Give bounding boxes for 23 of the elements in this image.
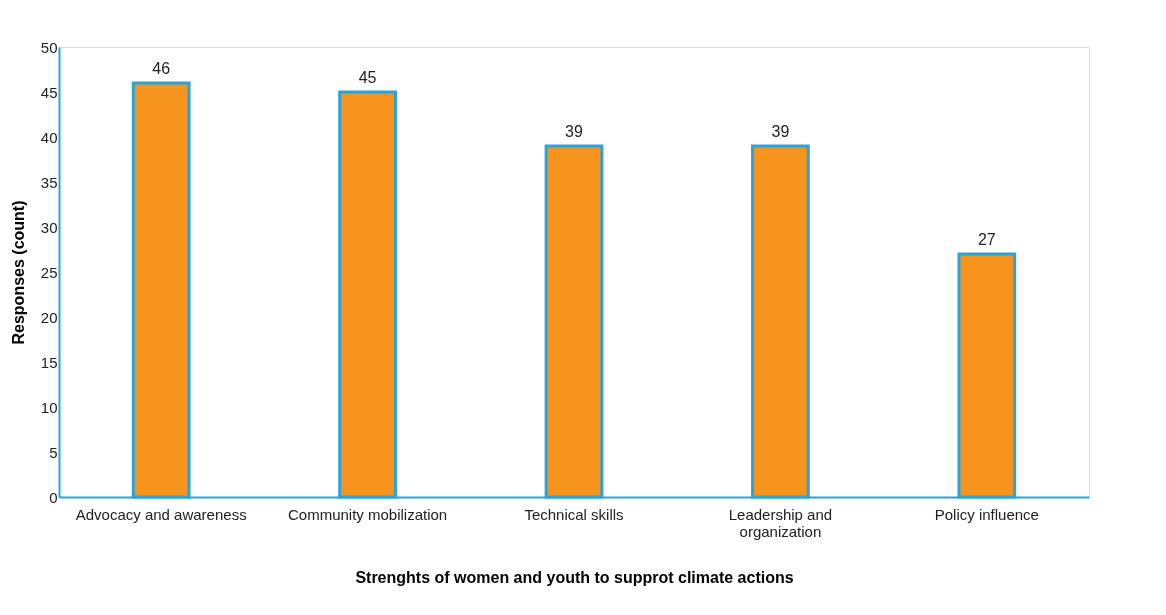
y-tick-label: 0 [49, 488, 58, 506]
x-tick-label: Leadership and organization [728, 505, 833, 540]
x-tick-label: Technical skills [524, 505, 624, 523]
x-axis-title: Strenghts of women and youth to supprot climate actions [355, 568, 794, 586]
y-axis-title: Responses (count) [9, 200, 27, 345]
y-tick-label: 5 [49, 443, 58, 461]
data-label: 27 [977, 231, 996, 248]
y-tick-label: 40 [40, 128, 58, 146]
y-tick-label: 10 [40, 398, 58, 416]
y-tick-label: 30 [40, 218, 58, 236]
y-tick-label: 25 [40, 263, 58, 281]
y-tick-label: 15 [40, 353, 58, 371]
x-tick-label: Policy influence [934, 505, 1039, 523]
y-tick-label: 45 [40, 83, 58, 101]
data-label: 39 [565, 123, 583, 140]
data-label: 39 [771, 123, 790, 140]
y-tick-label: 20 [40, 308, 58, 326]
y-tick-label: 50 [40, 38, 58, 56]
data-label: 46 [152, 60, 171, 77]
data-label: 45 [358, 69, 377, 86]
x-tick-label: Community mobilization [287, 505, 448, 523]
y-tick-label: 35 [40, 173, 58, 191]
x-tick-label: Advocacy and awareness [75, 505, 247, 523]
